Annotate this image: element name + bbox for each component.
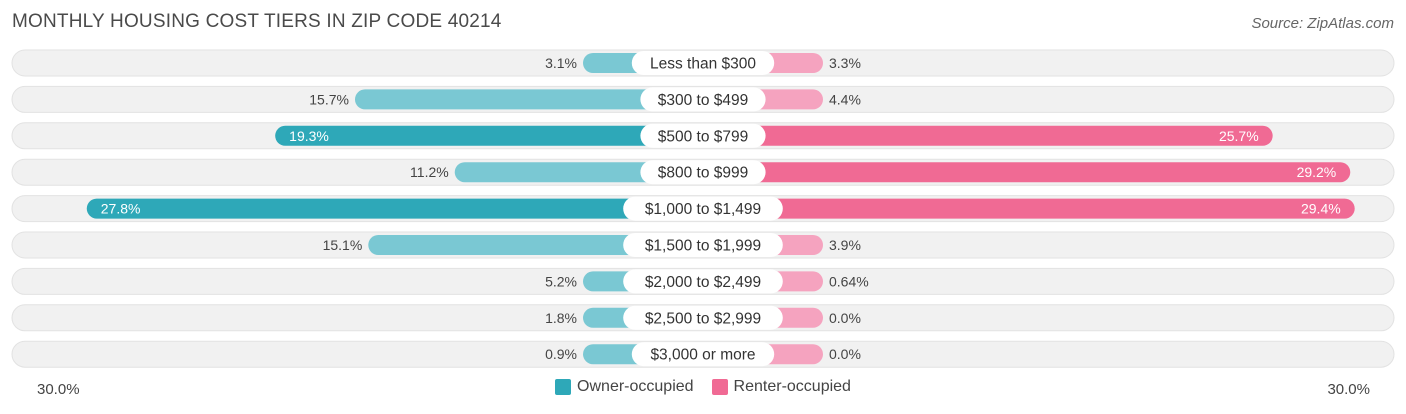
chart-title: MONTHLY HOUSING COST TIERS IN ZIP CODE 4… — [12, 11, 502, 32]
category-label: $800 to $999 — [658, 165, 749, 182]
category-pill — [631, 51, 775, 75]
owner-bar — [86, 198, 704, 219]
legend-renter: Renter-occupied — [711, 378, 851, 396]
category-label: $3,000 or more — [650, 347, 755, 364]
renter-bar — [703, 198, 1355, 219]
owner-bar — [368, 235, 703, 255]
category-label: $500 to $799 — [658, 128, 749, 145]
owner-value-label: 11.2% — [410, 164, 449, 180]
source-label: Source: ZipAtlas.com — [1251, 15, 1394, 32]
renter-bar — [703, 162, 1351, 183]
owner-value-label: 0.9% — [545, 346, 577, 362]
legend: Owner-occupied Renter-occupied — [0, 378, 1406, 396]
category-pill — [640, 160, 766, 185]
renter-value-label: 3.3% — [829, 55, 861, 71]
category-pill — [623, 269, 783, 294]
category-pill — [623, 305, 783, 330]
owner-bar — [354, 89, 703, 110]
category-pill — [623, 233, 783, 257]
owner-value-label: 27.8% — [101, 201, 141, 217]
owner-value-label: 3.1% — [545, 55, 577, 71]
renter-value-label: 25.7% — [1219, 128, 1259, 144]
legend-renter-label: Renter-occupied — [733, 378, 851, 395]
owner-bar — [454, 162, 703, 183]
renter-value-label: 0.64% — [829, 273, 869, 289]
category-pill — [631, 342, 775, 367]
owner-value-label: 5.2% — [545, 273, 577, 289]
legend-owner: Owner-occupied — [555, 378, 694, 396]
renter-bar — [703, 125, 1273, 146]
renter-value-label: 0.0% — [829, 346, 861, 362]
legend-owner-label: Owner-occupied — [577, 378, 694, 395]
axis-right-label: 30.0% — [1327, 381, 1370, 398]
legend-owner-swatch — [555, 379, 572, 395]
owner-value-label: 1.8% — [545, 310, 577, 326]
axis-left-label: 30.0% — [37, 381, 80, 398]
renter-value-label: 3.9% — [829, 237, 861, 253]
category-pill — [623, 196, 783, 221]
category-label: $1,500 to $1,999 — [645, 238, 761, 255]
renter-value-label: 0.0% — [829, 310, 861, 326]
renter-value-label: 29.4% — [1301, 201, 1341, 217]
category-label: $2,000 to $2,499 — [645, 274, 761, 291]
owner-value-label: 15.1% — [323, 237, 363, 253]
owner-value-label: 19.3% — [289, 128, 329, 144]
renter-value-label: 29.2% — [1297, 164, 1337, 180]
category-pill — [640, 87, 766, 112]
category-label: $300 to $499 — [658, 92, 749, 109]
category-label: Less than $300 — [650, 56, 756, 73]
category-pill — [640, 123, 766, 148]
renter-value-label: 4.4% — [829, 91, 861, 107]
legend-renter-swatch — [711, 379, 728, 395]
category-label: $1,000 to $1,499 — [645, 201, 761, 218]
category-label: $2,500 to $2,999 — [645, 310, 761, 327]
owner-value-label: 15.7% — [309, 91, 349, 107]
owner-bar — [275, 125, 703, 146]
